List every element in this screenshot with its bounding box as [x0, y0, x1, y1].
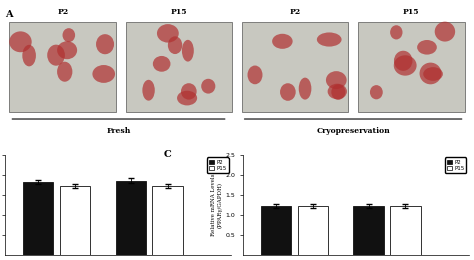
Bar	[126, 22, 232, 112]
Ellipse shape	[417, 40, 437, 55]
Ellipse shape	[272, 34, 292, 49]
Ellipse shape	[9, 31, 32, 52]
Ellipse shape	[96, 34, 114, 54]
Bar	[358, 22, 465, 112]
Ellipse shape	[299, 78, 311, 100]
Ellipse shape	[57, 62, 73, 82]
Bar	[9, 22, 116, 112]
Ellipse shape	[435, 22, 455, 42]
Bar	[391, 206, 420, 255]
Text: P15: P15	[403, 8, 419, 16]
Ellipse shape	[22, 45, 36, 66]
Ellipse shape	[142, 80, 155, 101]
Ellipse shape	[280, 83, 296, 101]
Bar	[298, 206, 328, 255]
Text: P2: P2	[57, 8, 68, 16]
Ellipse shape	[370, 85, 383, 99]
Ellipse shape	[153, 56, 171, 72]
Legend: P2, P15: P2, P15	[207, 158, 228, 173]
Ellipse shape	[423, 67, 443, 81]
Ellipse shape	[390, 25, 402, 40]
Bar	[23, 182, 54, 255]
Ellipse shape	[317, 32, 342, 47]
Ellipse shape	[328, 84, 347, 99]
Ellipse shape	[177, 91, 197, 105]
Text: A: A	[5, 10, 12, 19]
Ellipse shape	[57, 41, 77, 59]
Ellipse shape	[181, 83, 197, 100]
Ellipse shape	[394, 55, 417, 76]
Ellipse shape	[331, 84, 346, 100]
Text: Fresh: Fresh	[106, 127, 131, 135]
Ellipse shape	[157, 24, 179, 43]
Text: C: C	[164, 150, 171, 159]
Ellipse shape	[92, 65, 115, 83]
Text: Cryopreservation: Cryopreservation	[316, 127, 390, 135]
Y-axis label: Relative mRNA Levels
(PPARγ/GAPDH): Relative mRNA Levels (PPARγ/GAPDH)	[211, 173, 222, 236]
Legend: P2, P15: P2, P15	[445, 158, 466, 173]
Bar	[60, 186, 91, 255]
Ellipse shape	[394, 51, 412, 71]
Text: P15: P15	[171, 8, 187, 16]
Bar	[153, 186, 182, 255]
Ellipse shape	[182, 40, 194, 62]
Ellipse shape	[201, 79, 215, 94]
Ellipse shape	[63, 28, 75, 42]
Text: P2: P2	[290, 8, 301, 16]
Ellipse shape	[247, 66, 263, 84]
Ellipse shape	[168, 36, 182, 54]
Bar	[354, 206, 383, 255]
Ellipse shape	[47, 45, 65, 66]
Bar	[261, 206, 292, 255]
Ellipse shape	[419, 63, 441, 84]
Ellipse shape	[326, 71, 346, 89]
Bar	[116, 181, 146, 255]
Bar	[242, 22, 348, 112]
